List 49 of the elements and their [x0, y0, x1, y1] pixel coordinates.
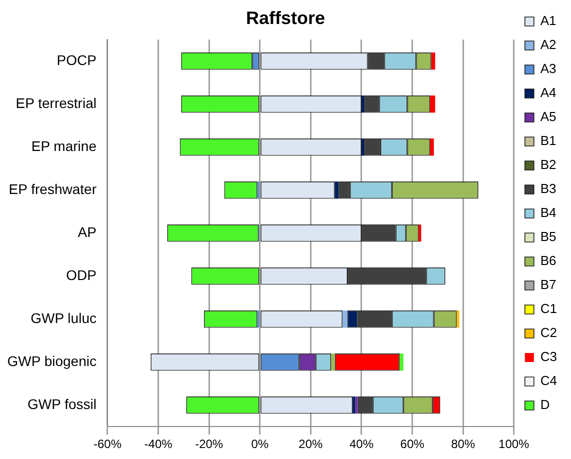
bar — [352, 396, 356, 414]
bar — [334, 182, 339, 199]
x-tick-label: -60% — [93, 437, 122, 452]
legend-label: C1 — [540, 301, 558, 316]
legend-label: B2 — [540, 157, 556, 172]
y-tick-label: GWP biogenic — [7, 352, 96, 369]
bar — [355, 396, 358, 414]
legend-label: C4 — [540, 373, 558, 388]
legend-label: A1 — [540, 13, 556, 28]
y-tick-label: AP — [78, 224, 96, 240]
bar — [456, 310, 460, 328]
legend-label: B5 — [540, 229, 556, 244]
y-tick-label: GWP luluc — [30, 310, 96, 326]
bar — [430, 138, 434, 156]
legend-label: D — [540, 397, 550, 412]
x-tick-label: 40% — [349, 437, 374, 452]
bar — [342, 310, 348, 328]
legend-label: B1 — [540, 133, 556, 148]
legend-label: B3 — [540, 181, 556, 196]
y-tick-label: EP marine — [31, 138, 97, 154]
bar — [418, 224, 422, 242]
x-tick-label: 100% — [498, 437, 530, 452]
y-tick-label: EP freshwater — [8, 180, 97, 197]
chart-title: Raffstore — [246, 8, 326, 28]
x-tick-label: 60% — [400, 437, 425, 452]
bar — [400, 354, 404, 371]
legend-label: C2 — [540, 325, 558, 340]
y-tick-label: EP terrestrial — [16, 94, 96, 111]
legend-label: C3 — [540, 349, 558, 364]
legend-label: B6 — [540, 253, 556, 268]
x-tick-label: 0% — [251, 437, 269, 452]
legend-label: A4 — [540, 85, 556, 100]
y-tick-label: POCP — [56, 52, 96, 68]
legend-label: A2 — [540, 37, 556, 52]
bar — [431, 52, 436, 70]
legend-label: B4 — [540, 205, 556, 220]
bar — [430, 96, 436, 113]
x-tick-label: 80% — [451, 437, 476, 452]
bar — [331, 354, 335, 371]
y-tick-label: GWP fossil — [28, 396, 96, 412]
bar — [361, 138, 364, 156]
y-tick-label: ODP — [66, 266, 96, 283]
x-tick-label: -20% — [195, 437, 224, 452]
legend-label: A5 — [540, 109, 556, 124]
x-tick-label: -40% — [144, 437, 173, 452]
legend-label: B7 — [540, 277, 556, 292]
bar — [361, 96, 364, 113]
legend-label: A3 — [540, 61, 556, 76]
x-tick-label: 20% — [298, 437, 324, 452]
